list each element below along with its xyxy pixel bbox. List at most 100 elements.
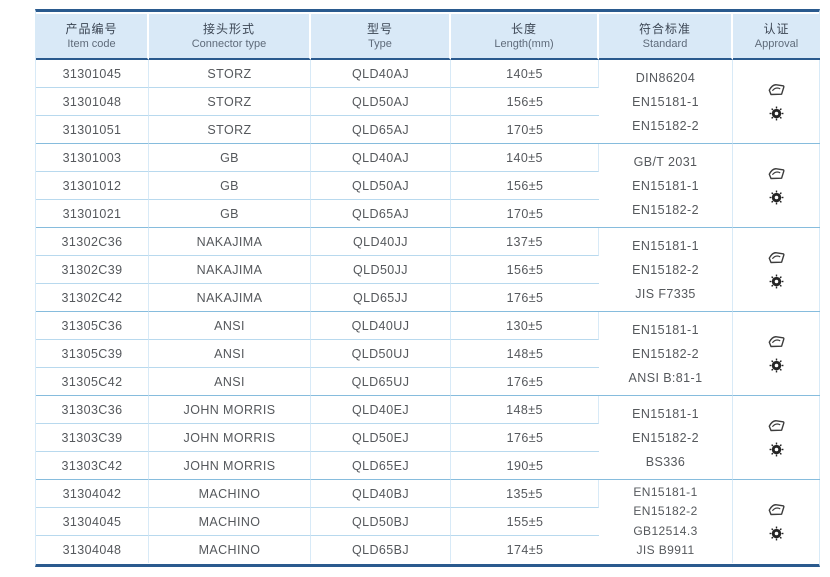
col-header-type: 型号 Type: [311, 14, 451, 60]
type-cell: QLD40JJ: [311, 228, 451, 256]
connector-type-cell: MACHINO: [149, 508, 311, 536]
connector-type-cell: NAKAJIMA: [149, 256, 311, 284]
certificate-stamp-icon: [768, 168, 785, 180]
connector-type-cell: STORZ: [149, 88, 311, 116]
connector-type-cell: ANSI: [149, 368, 311, 396]
approval-cell: [733, 480, 820, 563]
standard-line: EN15181-1: [632, 94, 699, 109]
table-body: 31301045 STORZ QLD40AJ 140±5 DIN86204 EN15181…: [36, 60, 820, 563]
item-code-cell: 31302C42: [36, 284, 149, 312]
length-cell: 135±5: [451, 480, 599, 508]
item-code-cell: 31302C36: [36, 228, 149, 256]
table-header: 产品编号 Item code 接头形式 Connector type 型号 Ty…: [36, 14, 820, 60]
type-cell: QLD65JJ: [311, 284, 451, 312]
connector-type-cell: ANSI: [149, 312, 311, 340]
product-spec-table: 产品编号 Item code 接头形式 Connector type 型号 Ty…: [36, 14, 820, 563]
length-cell: 156±5: [451, 172, 599, 200]
type-cell: QLD40UJ: [311, 312, 451, 340]
table-row: 31304045 MACHINO QLD50BJ 155±5: [36, 508, 820, 536]
type-cell: QLD65BJ: [311, 536, 451, 563]
table-row: 31302C42 NAKAJIMA QLD65JJ 176±5: [36, 284, 820, 312]
table-row: 31302C36 NAKAJIMA QLD40JJ 137±5 EN15181-1 EN1…: [36, 228, 820, 312]
standard-line: JIS F7335: [635, 286, 696, 301]
approval-cell: [733, 144, 820, 228]
product-spec-table-wrap: 产品编号 Item code 接头形式 Connector type 型号 Ty…: [35, 9, 820, 567]
standard-cell: EN15181-1 EN15182-2 ANSI B:81-1: [599, 312, 733, 396]
certificate-stamp-icon: [768, 84, 785, 96]
length-cell: 137±5: [451, 228, 599, 256]
length-cell: 130±5: [451, 312, 599, 340]
connector-type-cell: ANSI: [149, 340, 311, 368]
item-code-cell: 31301048: [36, 88, 149, 116]
item-code-cell: 31301045: [36, 60, 149, 88]
length-cell: 140±5: [451, 144, 599, 172]
length-cell: 170±5: [451, 200, 599, 228]
standard-line: EN15182-2: [632, 430, 699, 445]
type-cell: QLD65UJ: [311, 368, 451, 396]
connector-type-cell: STORZ: [149, 116, 311, 144]
standard-line: EN15182-2: [632, 118, 699, 133]
col-header-item-code-en: Item code: [67, 37, 116, 50]
type-cell: QLD65EJ: [311, 452, 451, 480]
connector-type-cell: NAKAJIMA: [149, 284, 311, 312]
approval-cell: [733, 312, 820, 396]
length-cell: 176±5: [451, 424, 599, 452]
standard-cell: GB/T 2031 EN15181-1 EN15182-2: [599, 144, 733, 228]
type-cell: QLD40AJ: [311, 60, 451, 88]
col-header-approval: 认证 Approval: [733, 14, 820, 60]
item-code-cell: 31301051: [36, 116, 149, 144]
type-cell: QLD65AJ: [311, 116, 451, 144]
standard-line: GB/T 2031: [633, 154, 698, 169]
seal-icon: [769, 274, 784, 289]
table-row: 31304042 MACHINO QLD40BJ 135±5 EN15181-1 EN15…: [36, 480, 820, 563]
col-header-item-code-zh: 产品编号: [65, 21, 118, 36]
standard-cell: EN15181-1 EN15182-2 BS336: [599, 396, 733, 480]
approval-icon-stack: [733, 82, 820, 121]
type-cell: QLD50AJ: [311, 88, 451, 116]
type-cell: QLD50JJ: [311, 256, 451, 284]
standard-line: JIS B9911: [636, 543, 695, 557]
standard-cell: DIN86204 EN15181-1 EN15182-2: [599, 60, 733, 144]
item-code-cell: 31304045: [36, 508, 149, 536]
approval-icon-stack: [733, 418, 820, 457]
col-header-connector-type: 接头形式 Connector type: [149, 14, 311, 60]
table-row: 31301021 GB QLD65AJ 170±5: [36, 200, 820, 228]
type-cell: QLD65AJ: [311, 200, 451, 228]
approval-icon-stack: [733, 166, 820, 205]
item-code-cell: 31301012: [36, 172, 149, 200]
connector-type-cell: MACHINO: [149, 480, 311, 508]
type-cell: QLD40AJ: [311, 144, 451, 172]
table-row: 31301051 STORZ QLD65AJ 170±5: [36, 116, 820, 144]
col-header-type-en: Type: [368, 37, 392, 50]
approval-icon-stack: [733, 250, 820, 289]
approval-icon-stack: [733, 334, 820, 373]
standard-line: EN15181-1: [632, 322, 699, 337]
connector-type-cell: NAKAJIMA: [149, 228, 311, 256]
seal-icon: [769, 106, 784, 121]
connector-type-cell: MACHINO: [149, 536, 311, 563]
item-code-cell: 31305C39: [36, 340, 149, 368]
item-code-cell: 31302C39: [36, 256, 149, 284]
table-row: 31301003 GB QLD40AJ 140±5 GB/T 2031 EN15181-1…: [36, 144, 820, 228]
item-code-cell: 31303C36: [36, 396, 149, 424]
approval-cell: [733, 396, 820, 480]
col-header-type-zh: 型号: [366, 21, 393, 36]
standard-line: DIN86204: [635, 70, 696, 85]
type-cell: QLD50AJ: [311, 172, 451, 200]
col-header-standard-en: Standard: [642, 37, 688, 50]
table-row: 31305C36 ANSI QLD40UJ 130±5 EN15181-1 EN15182…: [36, 312, 820, 396]
table-row: 31301045 STORZ QLD40AJ 140±5 DIN86204 EN15181…: [36, 60, 820, 144]
table-row: 31305C39 ANSI QLD50UJ 148±5: [36, 340, 820, 368]
header-row: 产品编号 Item code 接头形式 Connector type 型号 Ty…: [36, 14, 820, 60]
type-cell: QLD40BJ: [311, 480, 451, 508]
length-cell: 176±5: [451, 284, 599, 312]
connector-type-cell: JOHN MORRIS: [149, 424, 311, 452]
approval-cell: [733, 228, 820, 312]
table-row: 31301048 STORZ QLD50AJ 156±5: [36, 88, 820, 116]
table-row: 31303C42 JOHN MORRIS QLD65EJ 190±5: [36, 452, 820, 480]
item-code-cell: 31305C36: [36, 312, 149, 340]
connector-type-cell: GB: [149, 144, 311, 172]
seal-icon: [769, 358, 784, 373]
approval-icon-stack: [733, 502, 820, 541]
standard-line: EN15181-1: [633, 484, 698, 499]
